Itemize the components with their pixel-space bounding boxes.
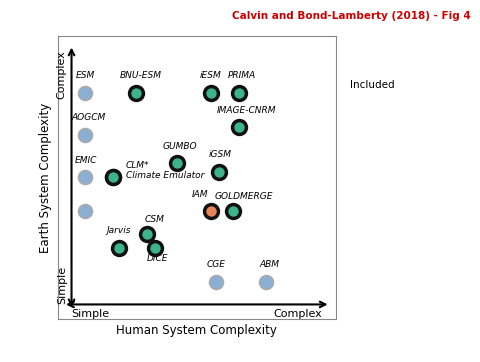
Text: CSM: CSM	[145, 215, 165, 224]
Point	[151, 245, 159, 251]
Point	[207, 209, 215, 214]
Point	[82, 209, 89, 214]
Text: Complex: Complex	[273, 309, 322, 319]
Text: Calvin and Bond-Lamberty (2018) - Fig 4: Calvin and Bond-Lamberty (2018) - Fig 4	[232, 11, 470, 21]
Point	[263, 279, 270, 285]
Text: Included: Included	[350, 80, 395, 90]
Point	[235, 90, 242, 96]
Point	[82, 132, 89, 138]
Text: GOLDMERGE: GOLDMERGE	[215, 191, 274, 201]
Point	[109, 174, 117, 180]
Text: ESM: ESM	[76, 71, 95, 80]
Text: IAM: IAM	[192, 190, 208, 199]
Text: Complex: Complex	[57, 50, 67, 99]
Point	[207, 90, 215, 96]
Point	[173, 160, 181, 166]
Point	[109, 174, 117, 180]
Point	[115, 245, 123, 251]
Text: Simple: Simple	[72, 309, 109, 319]
Point	[82, 90, 89, 96]
Text: Climate Emulator: Climate Emulator	[126, 171, 204, 180]
Point	[235, 124, 242, 130]
Text: PRIMA: PRIMA	[228, 71, 255, 80]
Text: DICE: DICE	[147, 254, 168, 264]
Legend: None, One-Way, Two-Way: None, One-Way, Two-Way	[346, 133, 417, 189]
Text: AOGCM: AOGCM	[71, 113, 105, 122]
Point	[215, 169, 223, 174]
Text: Jarvis: Jarvis	[107, 226, 131, 235]
Point	[143, 231, 151, 237]
Text: iESM: iESM	[200, 71, 222, 80]
Text: CGE: CGE	[207, 260, 226, 269]
Text: GUMBO: GUMBO	[163, 142, 197, 151]
Text: CLM*: CLM*	[126, 161, 149, 170]
Text: iGSM: iGSM	[209, 150, 232, 159]
Point	[229, 209, 237, 214]
Text: ABM: ABM	[259, 260, 279, 269]
Y-axis label: Earth System Complexity: Earth System Complexity	[39, 102, 52, 253]
Text: IMAGE-CNRM: IMAGE-CNRM	[217, 106, 276, 115]
Text: EMIC: EMIC	[74, 156, 96, 165]
Text: Simple: Simple	[57, 266, 67, 304]
Point	[132, 90, 139, 96]
Point	[213, 279, 220, 285]
X-axis label: Human System Complexity: Human System Complexity	[116, 324, 277, 337]
Point	[82, 174, 89, 180]
Text: BNU-ESM: BNU-ESM	[120, 71, 162, 80]
